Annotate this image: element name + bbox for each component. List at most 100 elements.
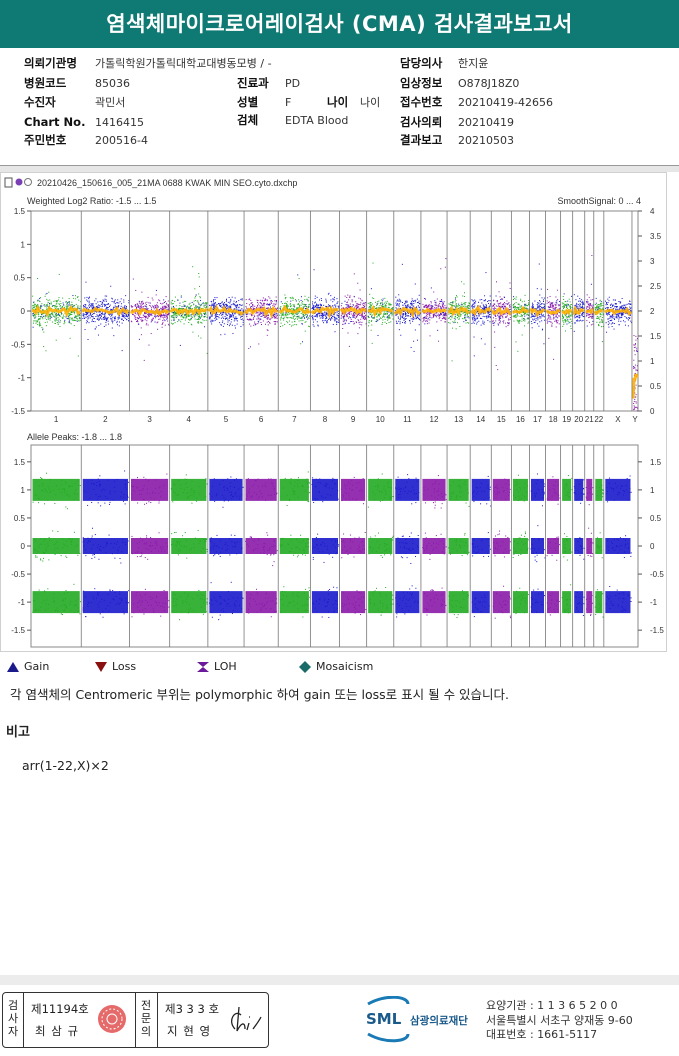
allele-right-tick-label: 1 (650, 486, 655, 495)
chromosome-label: 9 (351, 415, 356, 424)
smooth-tick-label: 4 (650, 207, 655, 216)
chromosome-label: 6 (259, 415, 264, 424)
org-logo: SML 삼광의료재단 (364, 995, 484, 1046)
chart-label: Chart No. (24, 115, 86, 129)
specialist-number: 제3 3 3 호 (165, 1002, 220, 1016)
log2-chromosome-22 (593, 297, 604, 343)
chromosome-label: 12 (430, 415, 439, 424)
allele-chromosome-17 (530, 473, 546, 614)
request-label: 검사의뢰 (400, 115, 443, 129)
legend: Gain Loss LOH Mosaicism (0, 660, 679, 680)
smooth-tick-label: 1 (650, 357, 655, 366)
chromosome-label: 8 (323, 415, 328, 424)
log2-chromosome-5 (207, 296, 245, 336)
org-line1: 요양기관 : 1 1 3 6 5 2 0 0 (486, 999, 618, 1012)
chromosome-label: 5 (224, 415, 229, 424)
legend-gain: Gain (24, 660, 50, 673)
specialist-name: 지 현 영 (167, 1024, 212, 1038)
footer-divider (0, 975, 679, 985)
request-value: 20210419 (458, 116, 514, 129)
allele-chromosome-5 (209, 476, 244, 621)
patient-info: 의뢰기관명 가톨릭학원가톨릭대학교대병동모병 / - 담당의사 한지윤 병원코드… (0, 48, 679, 166)
log2-tick-label: -1 (18, 374, 26, 383)
allele-tick-label: -1 (18, 598, 26, 607)
chromosome-label: X (615, 415, 621, 424)
log2-tick-label: 1.5 (14, 207, 26, 216)
log2-chromosome-3 (130, 278, 170, 361)
log2-chromosome-19 (561, 293, 573, 332)
tester-name: 최 삼 규 (35, 1024, 80, 1038)
remarks-value: arr(1-22,X)×2 (22, 758, 109, 773)
smooth-tick-label: 0.5 (650, 382, 662, 391)
allele-title: Allele Peaks: -1.8 ... 1.8 (27, 432, 122, 442)
chromosome-label: 4 (187, 415, 192, 424)
allele-chromosome-9 (340, 476, 367, 616)
allele-chromosome-12 (422, 475, 447, 616)
doctor-label: 담당의사 (400, 56, 443, 70)
allele-chromosome-11 (395, 474, 420, 618)
department-value: PD (285, 77, 301, 90)
log2-chromosome-14 (470, 272, 492, 357)
clinical-value: O878J18Z0 (458, 77, 520, 90)
allele-panel: 1.5 1 0.5 0 -0.5 -1 -1.5 1.5 1 0.5 0 -0.5 -1 -1.5 (11, 444, 664, 648)
allele-chromosome-13 (448, 478, 470, 619)
chart-value: 1416415 (95, 116, 144, 129)
age-label: 나이 (327, 95, 349, 109)
loh-icon (197, 661, 209, 672)
log2-chromosome-18 (545, 288, 561, 360)
allele-chromosome-20 (573, 478, 585, 617)
allele-chromosome-4 (170, 474, 208, 621)
tester-number: 제11194호 (31, 1002, 89, 1016)
specialist-label: 전문의 (140, 999, 152, 1038)
allele-chromosome-19 (561, 475, 573, 614)
handwritten-signature (231, 1006, 262, 1032)
allele-right-tick-label: -1 (650, 598, 658, 607)
legend-loh: LOH (214, 660, 237, 673)
report-value: 20210503 (458, 134, 514, 147)
log2-chromosome-X (603, 296, 633, 333)
chromosome-label: 11 (403, 415, 412, 424)
allele-chromosome-16 (512, 474, 529, 615)
cma-plot: 20210426_150616_005_21MA 0688 KWAK MIN S… (4, 177, 664, 648)
allele-right-tick-label: -0.5 (650, 570, 664, 579)
allele-chromosome-7 (279, 471, 311, 618)
allele-chromosome-X (605, 475, 632, 614)
org-name: 삼광의료재단 (410, 1014, 468, 1027)
chromosome-label: 1 (54, 415, 59, 424)
log2-chromosome-2 (81, 281, 130, 352)
log2-chromosome-4 (169, 266, 209, 354)
smooth-tick-label: 2 (650, 307, 655, 316)
allele-chromosome-2 (82, 470, 130, 618)
log2-tick-label: 1 (21, 240, 26, 249)
allele-tick-label: 1 (21, 486, 26, 495)
org-line3: 대표번호 : 1661-5117 (486, 1028, 598, 1041)
allele-chromosome-22 (594, 478, 604, 618)
chromosome-label: 18 (549, 415, 558, 424)
chromosome-label: 14 (476, 415, 485, 424)
chromosome-label: Y (632, 415, 638, 424)
doctor-value: 한지윤 (458, 57, 489, 70)
allele-right-tick-label: 0.5 (650, 514, 662, 523)
allele-chromosome-3 (130, 473, 170, 618)
smooth-tick-label: 0 (650, 407, 655, 416)
remarks-label: 비고 (6, 725, 30, 740)
gain-icon (7, 661, 19, 672)
loss-icon (95, 661, 107, 672)
allele-tick-label: 0.5 (14, 514, 26, 523)
legend-mosaicism: Mosaicism (316, 660, 374, 673)
chromosome-label: 3 (147, 415, 152, 424)
chromosome-label: 22 (594, 415, 603, 424)
log2-chromosome-10 (367, 262, 394, 344)
section-divider (0, 166, 679, 172)
log2-chromosome-Y (631, 335, 639, 412)
hospital-code-value: 85036 (95, 77, 130, 90)
allele-tick-label: 0 (21, 542, 26, 551)
allele-chromosome-15 (492, 478, 512, 619)
specimen-label: 검체 (237, 113, 259, 127)
mosaicism-icon (299, 660, 311, 673)
patient-value: 곽민서 (95, 96, 126, 109)
allele-right-tick-label: 0 (650, 542, 655, 551)
log2-tick-label: -1.5 (11, 407, 25, 416)
hospital-code-label: 병원코드 (24, 76, 67, 90)
institution-value: 가톨릭학원가톨릭대학교대병동모병 / - (95, 57, 272, 70)
